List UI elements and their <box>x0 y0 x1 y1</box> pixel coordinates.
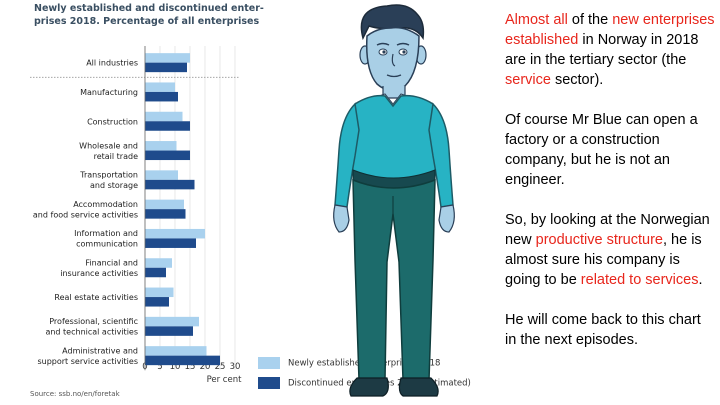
services-text-segment: service <box>505 72 551 88</box>
category-label: insurance activities <box>60 269 138 278</box>
legend-swatch-discontinued <box>258 377 280 389</box>
category-label: and storage <box>90 181 138 190</box>
x-tick-label: 5 <box>157 362 162 372</box>
paragraph-next-episodes: He will come back to this chart in the n… <box>505 312 701 348</box>
services-text-segment: sector). <box>550 72 604 88</box>
bar-newly-established <box>145 258 172 268</box>
x-axis-label: Per cent <box>207 375 243 385</box>
chart-title-line-1: Newly established and discontinued enter… <box>34 3 264 14</box>
bar-discontinued <box>145 209 186 219</box>
category-label: Information and <box>74 229 138 238</box>
mr-blue-illustration <box>333 4 455 397</box>
legend-swatch-new <box>258 357 280 369</box>
category-label: All industries <box>86 59 138 68</box>
category-label: Professional, scientific <box>49 317 138 326</box>
paragraph-productive-structure: So, by looking at the Norwegian new prod… <box>505 210 715 290</box>
x-tick-label: 15 <box>185 362 196 372</box>
bar-discontinued <box>145 267 166 278</box>
services-text-segment: new enterprises established <box>505 12 715 48</box>
paragraph-services: Almost all of the new enterprises establ… <box>505 10 715 90</box>
category-label: Accommodation <box>73 200 138 209</box>
category-label: retail trade <box>94 152 138 161</box>
chart-title-line-2: prises 2018. Percentage of all enterpris… <box>34 16 260 27</box>
category-label: and food service activities <box>33 210 138 219</box>
bar-discontinued <box>145 297 169 307</box>
bar-discontinued <box>145 150 190 161</box>
bar-newly-established <box>145 346 207 356</box>
paragraph-engineer: Of course Mr Blue can open a factory or … <box>505 112 698 188</box>
bar-newly-established <box>145 316 199 327</box>
category-label: Wholesale and <box>79 141 138 150</box>
structure-text-segment: So, by looking at the Norwegian new <box>505 212 710 248</box>
category-label: and technical activities <box>45 328 138 337</box>
structure-text-segment: , he is almost sure his company is going… <box>505 232 702 288</box>
x-tick-label: 30 <box>230 362 241 372</box>
structure-text-segment: . <box>698 272 703 288</box>
explanation-text: Almost all of the new enterprises establ… <box>505 10 715 370</box>
bar-discontinued <box>145 121 190 131</box>
bar-discontinued <box>145 91 178 102</box>
bar-newly-established <box>145 170 178 180</box>
bar-discontinued <box>145 62 187 73</box>
chart-title: Newly established and discontinued enter… <box>34 2 264 28</box>
chart-source: Source: ssb.no/en/foretak <box>30 390 120 398</box>
x-tick-label: 10 <box>170 362 181 372</box>
category-label: Transportation <box>79 171 138 180</box>
category-label: Construction <box>87 117 138 126</box>
bar-newly-established <box>145 287 174 298</box>
category-label: communication <box>76 240 138 249</box>
services-text-segment: Almost all <box>505 12 568 28</box>
services-text-segment: of the <box>567 12 613 28</box>
category-label: Administrative and <box>62 346 138 355</box>
bar-newly-established <box>145 53 190 63</box>
category-label: Real estate activities <box>54 293 138 302</box>
bar-newly-established <box>145 228 205 239</box>
services-text-segment: in Norway in 2018 are in the tertiary se… <box>505 32 699 68</box>
category-label: Financial and <box>85 259 138 268</box>
bar-newly-established <box>145 199 184 210</box>
x-tick-label: 20 <box>200 362 211 372</box>
category-label: Manufacturing <box>80 88 138 97</box>
category-label: support service activities <box>37 357 138 366</box>
bar-discontinued <box>145 179 195 190</box>
structure-text-segment: related to services <box>580 272 699 288</box>
bar-newly-established <box>145 141 177 151</box>
bar-newly-established <box>145 82 175 92</box>
bar-discontinued <box>145 355 220 366</box>
bar-discontinued <box>145 326 193 336</box>
bar-newly-established <box>145 111 183 122</box>
structure-text-segment: productive structure <box>535 232 663 248</box>
bar-discontinued <box>145 238 196 248</box>
x-tick-label: 25 <box>215 362 226 372</box>
